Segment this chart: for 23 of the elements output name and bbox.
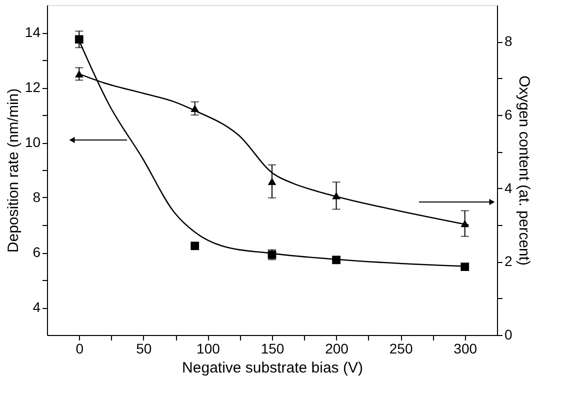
x-axis-title: Negative substrate bias (V)	[182, 360, 363, 376]
y2-axis-title: Oxygen content (at. percent)	[515, 75, 532, 266]
y-tick-label: 14	[24, 24, 41, 40]
x-tick-label: 0	[76, 340, 84, 356]
point	[190, 242, 200, 250]
y2-tick-label: 0	[504, 326, 512, 342]
y2-tick-label: 8	[504, 33, 512, 50]
y2-tick-label: 4	[504, 180, 512, 196]
x-tick-label: 100	[196, 340, 220, 356]
y2-tick-label: 2	[504, 253, 512, 270]
y-tick-label: 6	[32, 244, 41, 260]
point	[460, 262, 470, 271]
x-tick-label: 300	[454, 340, 478, 356]
y-tick-label: 8	[32, 189, 41, 205]
x-tick-label: 150	[260, 340, 284, 356]
x-tick-label: 50	[136, 340, 152, 356]
y-axis-title: Deposition rate (nm/min)	[4, 88, 22, 253]
y-tick-label: 10	[24, 134, 41, 150]
x-tick-label: 200	[325, 340, 349, 356]
y-tick-label: 4	[32, 299, 41, 315]
x-tick-label: 250	[389, 340, 413, 356]
y2-tick-label: 6	[504, 106, 512, 122]
y-tick-label: 12	[24, 79, 41, 95]
